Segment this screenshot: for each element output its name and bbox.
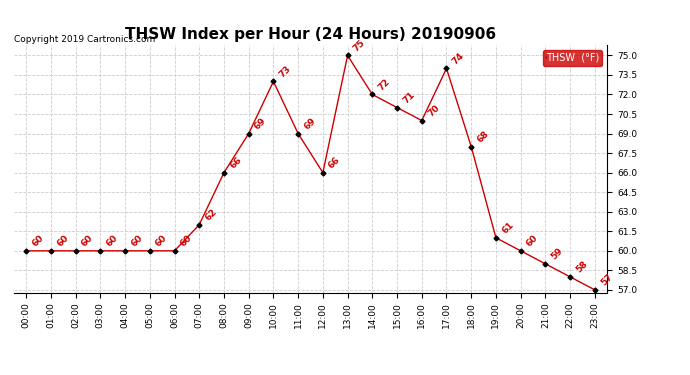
Text: 57: 57 [599, 272, 614, 288]
Text: 60: 60 [525, 234, 540, 249]
Legend: THSW  (°F): THSW (°F) [543, 50, 602, 66]
Text: 74: 74 [451, 51, 466, 66]
Text: 71: 71 [401, 90, 417, 105]
Text: 60: 60 [104, 234, 119, 249]
Text: 72: 72 [377, 77, 392, 92]
Text: 58: 58 [574, 260, 589, 275]
Text: 66: 66 [228, 155, 244, 171]
Text: 60: 60 [129, 234, 144, 249]
Text: 73: 73 [277, 64, 293, 79]
Text: Copyright 2019 Cartronics.com: Copyright 2019 Cartronics.com [14, 35, 155, 44]
Text: 60: 60 [55, 234, 70, 249]
Text: 66: 66 [327, 155, 342, 171]
Text: 59: 59 [549, 246, 565, 262]
Text: 60: 60 [30, 234, 46, 249]
Text: 60: 60 [179, 234, 194, 249]
Text: 75: 75 [352, 38, 367, 53]
Text: 70: 70 [426, 103, 441, 118]
Text: 60: 60 [80, 234, 95, 249]
Text: 68: 68 [475, 129, 491, 144]
Text: 69: 69 [302, 116, 317, 131]
Text: 62: 62 [204, 207, 219, 223]
Text: 60: 60 [154, 234, 169, 249]
Text: 61: 61 [500, 220, 515, 236]
Title: THSW Index per Hour (24 Hours) 20190906: THSW Index per Hour (24 Hours) 20190906 [125, 27, 496, 42]
Text: 69: 69 [253, 116, 268, 131]
